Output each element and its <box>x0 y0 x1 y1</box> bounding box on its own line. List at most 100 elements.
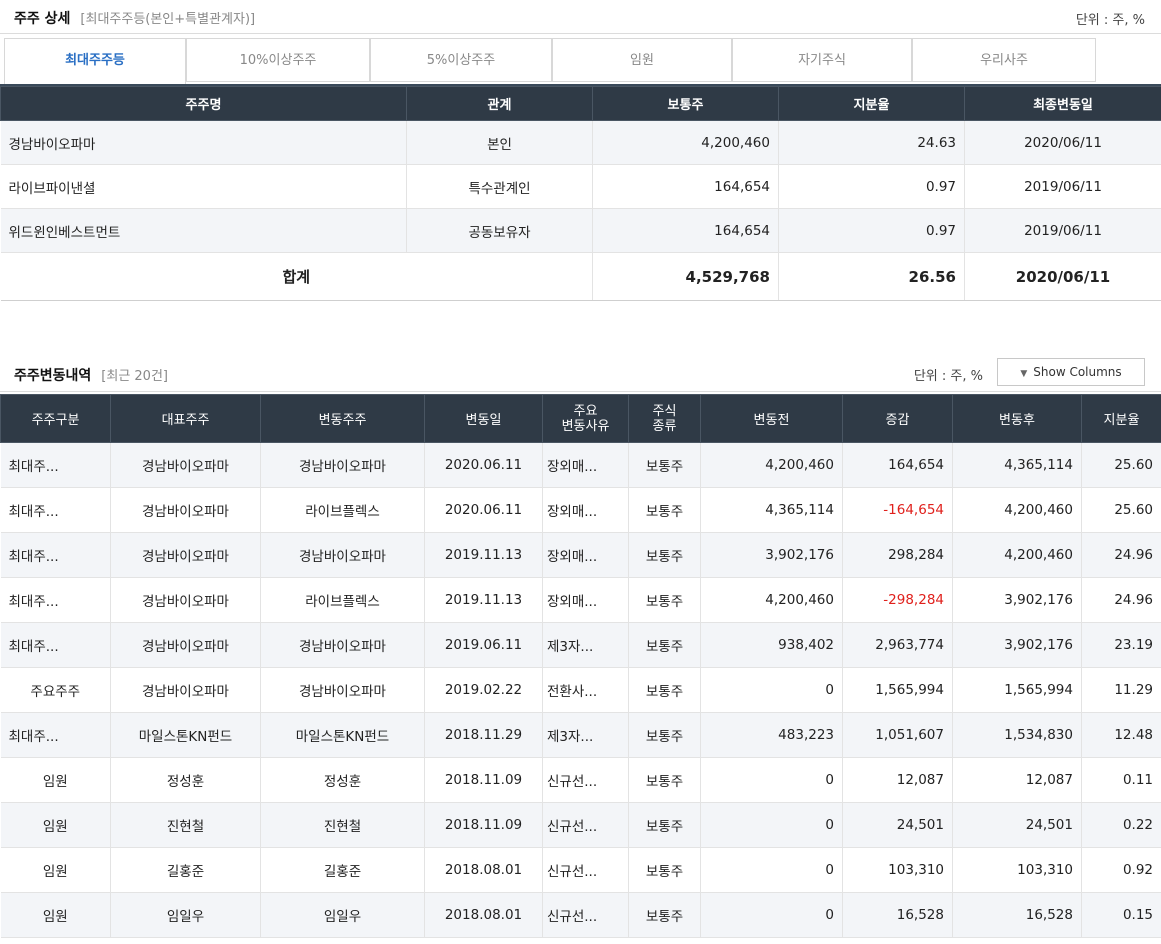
shareholder-tabs: 최대주주등 10%이상주주 5%이상주주 임원 자기주식 우리사주 <box>0 38 1161 86</box>
header-share-ratio[interactable]: 지분율 <box>1081 394 1161 443</box>
changed-holder: 마일스톤KN펀드 <box>260 712 425 758</box>
table-row[interactable]: 최대주... 경남바이오파마 라이브플렉스 2020.06.11 장외매... 보통주 4,… <box>0 487 1161 533</box>
total-label: 합계 <box>0 252 593 301</box>
shares-delta: -298,284 <box>842 577 953 623</box>
table-row[interactable]: 최대주... 경남바이오파마 라이브플렉스 2019.11.13 장외매... 보통주 4,… <box>0 577 1161 623</box>
table-row[interactable]: 최대주... 마일스톤KN펀드 마일스톤KN펀드 2018.11.29 제3자... 보통… <box>0 712 1161 758</box>
header-holder-type[interactable]: 주주구분 <box>0 394 111 443</box>
representative-holder: 경남바이오파마 <box>110 532 261 578</box>
common-shares: 4,200,460 <box>592 120 779 165</box>
shares-after: 4,200,460 <box>952 532 1082 578</box>
header-relation[interactable]: 관계 <box>406 86 593 121</box>
summary-header: 주주 상세 [최대주주등(본인+특별관계자)] 단위 : 주, % <box>0 0 1161 34</box>
header-holder-name[interactable]: 주주명 <box>0 86 407 121</box>
last-change-date: 2020/06/11 <box>964 120 1161 165</box>
summary-unit: 단위 : 주, % <box>1075 13 1145 28</box>
shares-before: 483,223 <box>700 712 843 758</box>
shares-after: 16,528 <box>952 892 1082 938</box>
table-row[interactable]: 주요주주 경남바이오파마 경남바이오파마 2019.02.22 전환사... 보통주 0 1,… <box>0 667 1161 713</box>
change-date: 2019.02.22 <box>424 667 543 713</box>
change-reason: 장외매... <box>542 577 629 623</box>
shares-delta: -164,654 <box>842 487 953 533</box>
relation: 본인 <box>406 120 593 165</box>
header-ratio[interactable]: 지분율 <box>778 86 965 121</box>
summary-table-header: 주주명 관계 보통주 지분율 최종변동일 <box>0 86 1161 121</box>
change-reason: 신규선... <box>542 757 629 803</box>
holder-type: 임원 <box>0 802 111 848</box>
change-reason: 장외매... <box>542 487 629 533</box>
change-date: 2018.11.09 <box>424 757 543 803</box>
tab-executives[interactable]: 임원 <box>552 38 732 82</box>
table-row[interactable]: 임원 임일우 임일우 2018.08.01 신규선... 보통주 0 16,528 16,528… <box>0 892 1161 938</box>
table-row[interactable]: 임원 진현철 진현철 2018.11.09 신규선... 보통주 0 24,501 24,501… <box>0 802 1161 848</box>
change-reason: 신규선... <box>542 847 629 893</box>
tab-5pct-holders[interactable]: 5%이상주주 <box>370 38 552 82</box>
table-row[interactable]: 경남바이오파마 본인 4,200,460 24.63 2020/06/11 <box>0 120 1161 165</box>
holder-type: 최대주... <box>0 442 111 488</box>
stock-type: 보통주 <box>628 532 701 578</box>
changes-table: 주주구분 대표주주 변동주주 변동일 주요 변동사유 주식 종류 변동전 증감 … <box>0 394 1161 938</box>
shares-after: 1,565,994 <box>952 667 1082 713</box>
shares-before: 0 <box>700 892 843 938</box>
change-date: 2018.11.09 <box>424 802 543 848</box>
table-row[interactable]: 위드윈인베스트먼트 공동보유자 164,654 0.97 2019/06/11 <box>0 208 1161 253</box>
stock-type: 보통주 <box>628 667 701 713</box>
last-change-date: 2019/06/11 <box>964 164 1161 209</box>
change-date: 2019.11.13 <box>424 577 543 623</box>
changes-table-header: 주주구분 대표주주 변동주주 변동일 주요 변동사유 주식 종류 변동전 증감 … <box>0 394 1161 443</box>
table-row[interactable]: 최대주... 경남바이오파마 경남바이오파마 2020.06.11 장외매... 보통주 4… <box>0 442 1161 488</box>
shares-delta: 24,501 <box>842 802 953 848</box>
changed-holder: 정성훈 <box>260 757 425 803</box>
share-ratio: 25.60 <box>1081 442 1161 488</box>
share-ratio: 11.29 <box>1081 667 1161 713</box>
header-last-change[interactable]: 최종변동일 <box>964 86 1161 121</box>
show-columns-button[interactable]: ▼ Show Columns <box>997 358 1145 386</box>
tab-treasury-stock[interactable]: 자기주식 <box>732 38 912 82</box>
header-representative[interactable]: 대표주주 <box>110 394 261 443</box>
header-stock-type[interactable]: 주식 종류 <box>628 394 701 443</box>
shares-delta: 1,565,994 <box>842 667 953 713</box>
changes-body: 최대주... 경남바이오파마 경남바이오파마 2020.06.11 장외매... 보통주 4… <box>0 442 1161 938</box>
table-row[interactable]: 임원 길홍준 길홍준 2018.08.01 신규선... 보통주 0 103,310 103,3… <box>0 847 1161 893</box>
header-common-shares[interactable]: 보통주 <box>592 86 779 121</box>
tab-largest-holders[interactable]: 최대주주등 <box>4 38 186 84</box>
changed-holder: 라이브플렉스 <box>260 577 425 623</box>
change-date: 2019.06.11 <box>424 622 543 668</box>
table-row[interactable]: 라이브파이낸셜 특수관계인 164,654 0.97 2019/06/11 <box>0 164 1161 209</box>
change-date: 2020.06.11 <box>424 487 543 533</box>
table-row[interactable]: 최대주... 경남바이오파마 경남바이오파마 2019.11.13 장외매... 보통주 3… <box>0 532 1161 578</box>
representative-holder: 경남바이오파마 <box>110 622 261 668</box>
header-change-reason[interactable]: 주요 변동사유 <box>542 394 629 443</box>
tab-10pct-holders[interactable]: 10%이상주주 <box>186 38 370 82</box>
shares-before: 0 <box>700 667 843 713</box>
change-reason: 신규선... <box>542 802 629 848</box>
share-ratio: 0.22 <box>1081 802 1161 848</box>
shares-delta: 298,284 <box>842 532 953 578</box>
header-after[interactable]: 변동후 <box>952 394 1082 443</box>
change-reason: 장외매... <box>542 442 629 488</box>
stock-type: 보통주 <box>628 757 701 803</box>
tab-employee-stock[interactable]: 우리사주 <box>912 38 1096 82</box>
header-change-date[interactable]: 변동일 <box>424 394 543 443</box>
changes-title: 주주변동내역 [최근 20건] <box>14 368 168 384</box>
stock-type: 보통주 <box>628 442 701 488</box>
shares-before: 0 <box>700 802 843 848</box>
ratio: 0.97 <box>778 208 965 253</box>
share-ratio: 12.48 <box>1081 712 1161 758</box>
change-date: 2018.11.29 <box>424 712 543 758</box>
change-reason: 장외매... <box>542 532 629 578</box>
header-before[interactable]: 변동전 <box>700 394 843 443</box>
last-change-date: 2019/06/11 <box>964 208 1161 253</box>
summary-table: 주주명 관계 보통주 지분율 최종변동일 경남바이오파마 본인 4,200,46… <box>0 86 1161 301</box>
stock-type: 보통주 <box>628 847 701 893</box>
stock-type: 보통주 <box>628 487 701 533</box>
header-changed-holder[interactable]: 변동주주 <box>260 394 425 443</box>
changed-holder: 경남바이오파마 <box>260 532 425 578</box>
holder-type: 최대주... <box>0 577 111 623</box>
change-date: 2018.08.01 <box>424 892 543 938</box>
total-date: 2020/06/11 <box>964 252 1161 301</box>
table-row[interactable]: 임원 정성훈 정성훈 2018.11.09 신규선... 보통주 0 12,087 12,087… <box>0 757 1161 803</box>
header-delta[interactable]: 증감 <box>842 394 953 443</box>
total-ratio: 26.56 <box>778 252 965 301</box>
table-row[interactable]: 최대주... 경남바이오파마 경남바이오파마 2019.06.11 제3자... 보통주 9… <box>0 622 1161 668</box>
